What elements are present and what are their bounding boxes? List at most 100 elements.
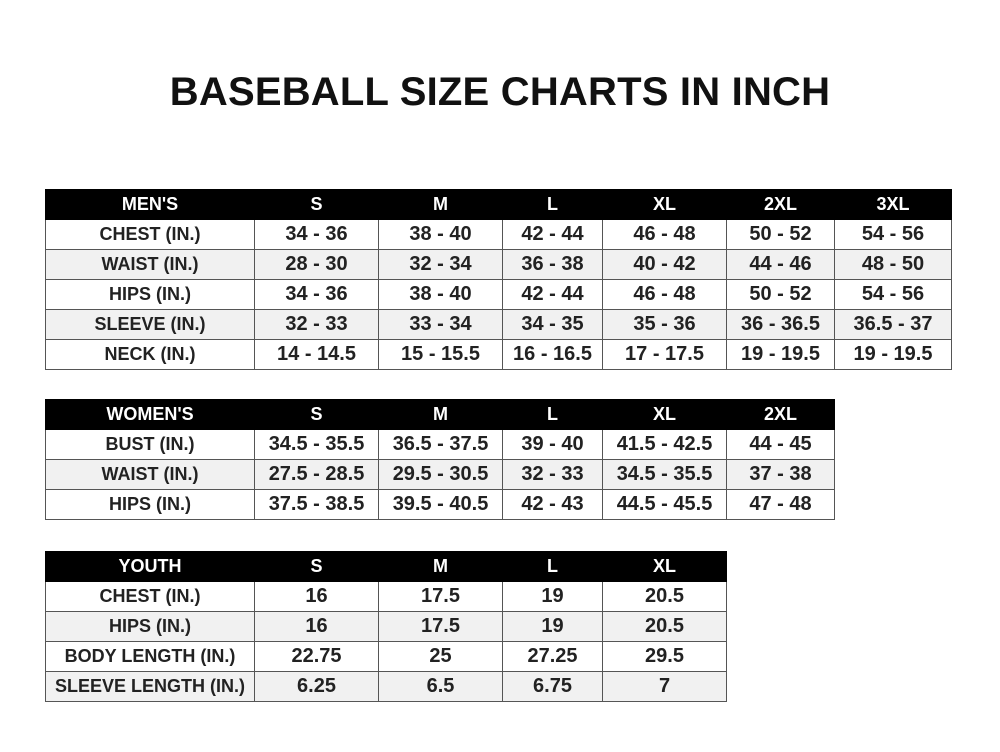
- measurement-cell: 32 - 33: [502, 459, 603, 490]
- measurement-cell: 32 - 33: [254, 309, 379, 340]
- measurement-cell: 16: [254, 611, 379, 642]
- size-header: XL: [602, 189, 727, 220]
- measurement-cell: 44.5 - 45.5: [602, 489, 727, 520]
- measurement-cell: 19 - 19.5: [834, 339, 952, 370]
- measurement-cell: 16: [254, 581, 379, 612]
- measurement-cell: 34 - 36: [254, 279, 379, 310]
- youth-size-table: YOUTH S M L XL CHEST (IN.) 16 17.5 19 20.5 HIPS (I…: [45, 551, 727, 702]
- measurement-cell: 34.5 - 35.5: [254, 429, 379, 460]
- measurement-cell: 47 - 48: [726, 489, 835, 520]
- measurement-cell: 39 - 40: [502, 429, 603, 460]
- measurement-cell: 20.5: [602, 611, 727, 642]
- measurement-cell: 19: [502, 581, 603, 612]
- size-header: L: [502, 189, 603, 220]
- measurement-cell: 27.25: [502, 641, 603, 672]
- measurement-cell: 34.5 - 35.5: [602, 459, 727, 490]
- measurement-cell: 38 - 40: [378, 219, 503, 250]
- size-header: 2XL: [726, 189, 835, 220]
- measurement-cell: 19: [502, 611, 603, 642]
- measurement-label: CHEST (IN.): [45, 219, 255, 250]
- measurement-cell: 37 - 38: [726, 459, 835, 490]
- table-row: HIPS (IN.) 16 17.5 19 20.5: [45, 611, 727, 642]
- measurement-cell: 44 - 45: [726, 429, 835, 460]
- measurement-cell: 32 - 34: [378, 249, 503, 280]
- table-row: CHEST (IN.) 16 17.5 19 20.5: [45, 581, 727, 612]
- measurement-cell: 42 - 44: [502, 279, 603, 310]
- measurement-cell: 29.5 - 30.5: [378, 459, 503, 490]
- table-row: BUST (IN.) 34.5 - 35.5 36.5 - 37.5 39 - 40 4…: [45, 429, 835, 460]
- measurement-cell: 25: [378, 641, 503, 672]
- measurement-label: BUST (IN.): [45, 429, 255, 460]
- measurement-cell: 7: [602, 671, 727, 702]
- measurement-cell: 50 - 52: [726, 279, 835, 310]
- mens-size-table: MEN'S S M L XL 2XL 3XL CHEST (IN.) 34 - 36 38 - 4…: [45, 189, 952, 370]
- measurement-cell: 6.75: [502, 671, 603, 702]
- measurement-label: HIPS (IN.): [45, 611, 255, 642]
- measurement-cell: 6.25: [254, 671, 379, 702]
- header-row: YOUTH S M L XL: [45, 551, 727, 582]
- measurement-cell: 38 - 40: [378, 279, 503, 310]
- measurement-cell: 40 - 42: [602, 249, 727, 280]
- measurement-cell: 34 - 35: [502, 309, 603, 340]
- measurement-cell: 54 - 56: [834, 219, 952, 250]
- size-header: 2XL: [726, 399, 835, 430]
- table-row: HIPS (IN.) 37.5 - 38.5 39.5 - 40.5 42 - 43 4…: [45, 489, 835, 520]
- table-row: WAIST (IN.) 27.5 - 28.5 29.5 - 30.5 32 - 33…: [45, 459, 835, 490]
- measurement-cell: 14 - 14.5: [254, 339, 379, 370]
- table-row: HIPS (IN.) 34 - 36 38 - 40 42 - 44 46 - 48 50…: [45, 279, 952, 310]
- table-row: NECK (IN.) 14 - 14.5 15 - 15.5 16 - 16.5 17 …: [45, 339, 952, 370]
- measurement-cell: 28 - 30: [254, 249, 379, 280]
- measurement-cell: 39.5 - 40.5: [378, 489, 503, 520]
- measurement-label: HIPS (IN.): [45, 489, 255, 520]
- size-header: XL: [602, 551, 727, 582]
- category-header: YOUTH: [45, 551, 255, 582]
- measurement-cell: 35 - 36: [602, 309, 727, 340]
- header-row: MEN'S S M L XL 2XL 3XL: [45, 189, 952, 220]
- measurement-cell: 36 - 38: [502, 249, 603, 280]
- table-row: WAIST (IN.) 28 - 30 32 - 34 36 - 38 40 - 42 4…: [45, 249, 952, 280]
- measurement-cell: 48 - 50: [834, 249, 952, 280]
- measurement-cell: 27.5 - 28.5: [254, 459, 379, 490]
- measurement-cell: 46 - 48: [602, 219, 727, 250]
- size-header: XL: [602, 399, 727, 430]
- measurement-label: SLEEVE (IN.): [45, 309, 255, 340]
- category-header: MEN'S: [45, 189, 255, 220]
- measurement-label: NECK (IN.): [45, 339, 255, 370]
- womens-size-table: WOMEN'S S M L XL 2XL BUST (IN.) 34.5 - 35.5 36.5…: [45, 399, 835, 520]
- measurement-cell: 50 - 52: [726, 219, 835, 250]
- table-row: SLEEVE (IN.) 32 - 33 33 - 34 34 - 35 35 - 36…: [45, 309, 952, 340]
- page-title: BASEBALL SIZE CHARTS IN INCH: [169, 70, 831, 114]
- measurement-cell: 54 - 56: [834, 279, 952, 310]
- measurement-cell: 15 - 15.5: [378, 339, 503, 370]
- table-row: BODY LENGTH (IN.) 22.75 25 27.25 29.5: [45, 641, 727, 672]
- size-header: L: [502, 551, 603, 582]
- measurement-label: HIPS (IN.): [45, 279, 255, 310]
- table-row: SLEEVE LENGTH (IN.) 6.25 6.5 6.75 7: [45, 671, 727, 702]
- size-header: M: [378, 399, 503, 430]
- measurement-cell: 44 - 46: [726, 249, 835, 280]
- header-row: WOMEN'S S M L XL 2XL: [45, 399, 835, 430]
- measurement-label: CHEST (IN.): [45, 581, 255, 612]
- measurement-label: BODY LENGTH (IN.): [45, 641, 255, 672]
- measurement-cell: 6.5: [378, 671, 503, 702]
- measurement-label: WAIST (IN.): [45, 459, 255, 490]
- measurement-cell: 22.75: [254, 641, 379, 672]
- measurement-cell: 20.5: [602, 581, 727, 612]
- size-header: S: [254, 189, 379, 220]
- size-header: M: [378, 551, 503, 582]
- measurement-cell: 42 - 44: [502, 219, 603, 250]
- measurement-cell: 36.5 - 37: [834, 309, 952, 340]
- measurement-label: WAIST (IN.): [45, 249, 255, 280]
- table-row: CHEST (IN.) 34 - 36 38 - 40 42 - 44 46 - 48 5…: [45, 219, 952, 250]
- measurement-cell: 17 - 17.5: [602, 339, 727, 370]
- measurement-cell: 42 - 43: [502, 489, 603, 520]
- measurement-cell: 37.5 - 38.5: [254, 489, 379, 520]
- measurement-cell: 36.5 - 37.5: [378, 429, 503, 460]
- measurement-cell: 17.5: [378, 611, 503, 642]
- measurement-cell: 34 - 36: [254, 219, 379, 250]
- measurement-cell: 17.5: [378, 581, 503, 612]
- measurement-cell: 33 - 34: [378, 309, 503, 340]
- measurement-cell: 36 - 36.5: [726, 309, 835, 340]
- size-header: S: [254, 399, 379, 430]
- measurement-cell: 46 - 48: [602, 279, 727, 310]
